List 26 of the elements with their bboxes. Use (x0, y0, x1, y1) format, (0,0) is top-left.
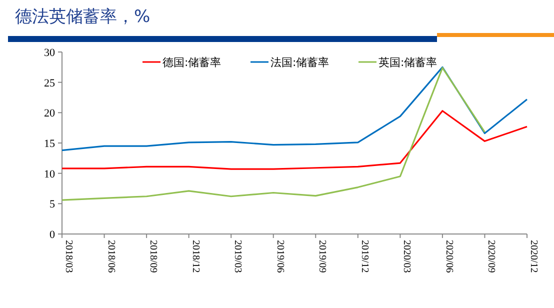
x-tick-label: 2019/09 (316, 240, 328, 273)
legend-label: 英国:储蓄率 (378, 56, 438, 69)
x-tick-label: 2018/03 (63, 240, 74, 273)
y-tick-label: 30 (44, 47, 56, 59)
y-tick-label: 10 (44, 168, 56, 180)
x-tick-label: 2019/03 (232, 240, 244, 273)
line-series (61, 66, 528, 152)
y-tick-label: 20 (44, 108, 56, 120)
x-tick-label: 2018/12 (190, 240, 201, 273)
x-tick-label: 2020/12 (528, 240, 539, 273)
y-tick-label: 5 (50, 198, 56, 211)
x-tick-label: 2020/06 (443, 240, 454, 273)
x-tick-label: 2018/09 (148, 240, 159, 273)
x-tick-label: 2020/09 (486, 240, 497, 273)
legend-label: 法国:储蓄率 (270, 56, 330, 69)
x-tick-label: 2019/06 (274, 240, 286, 273)
y-tick-label: 0 (50, 229, 56, 241)
x-tick-label: 2019/12 (358, 240, 370, 273)
y-tick-label: 25 (44, 77, 56, 90)
legend-label: 德国:储蓄率 (162, 56, 222, 69)
x-tick-label: 2020/03 (401, 240, 412, 273)
y-tick-label: 15 (44, 138, 56, 150)
chart-title: 德法英储蓄率，% (15, 7, 150, 27)
x-tick-label: 2018/06 (105, 240, 116, 273)
line-series (61, 66, 486, 201)
line-series (61, 110, 528, 170)
